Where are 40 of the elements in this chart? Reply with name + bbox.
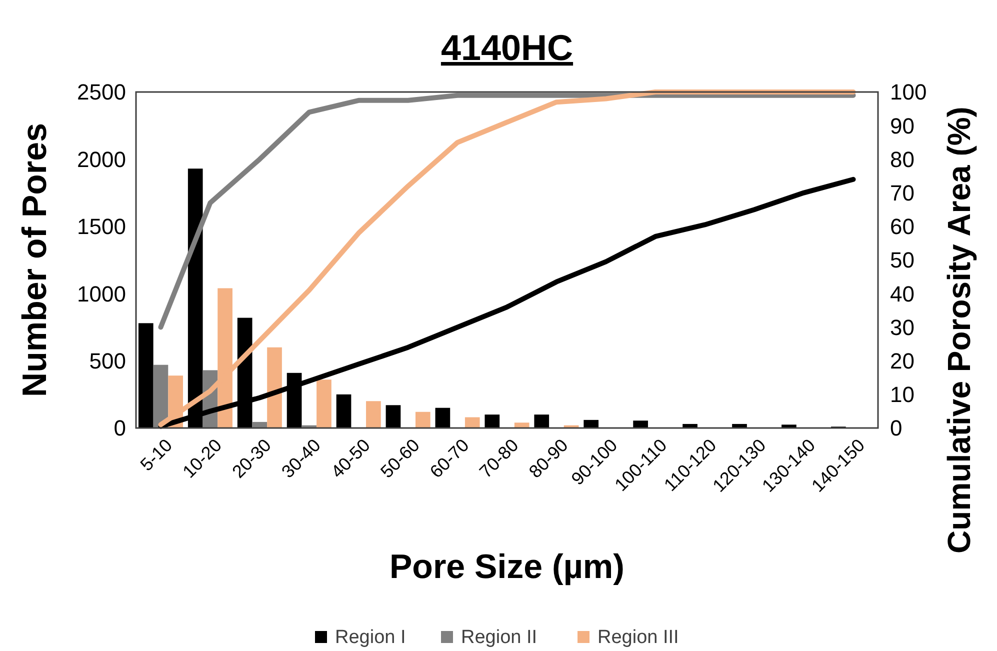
y-axis-title: Number of Pores: [16, 123, 54, 397]
bar: [366, 401, 381, 428]
y2-tick-label: 100: [890, 80, 927, 105]
y-tick-label: 500: [89, 348, 126, 374]
y2-tick-label: 50: [890, 248, 914, 273]
y2-axis-title: Cumulative Porosity Area (%): [941, 106, 977, 554]
bar: [514, 422, 530, 428]
legend-label: Region II: [461, 627, 538, 648]
y2-tick-label: 80: [890, 146, 914, 172]
bar: [138, 323, 154, 428]
bar: [484, 414, 500, 428]
y-tick-label: 2500: [77, 80, 126, 105]
y2-tick-label: 10: [890, 382, 914, 408]
bar: [336, 394, 352, 428]
legend-label: Region I: [335, 627, 406, 648]
y-tick-label: 2000: [77, 146, 126, 172]
y2-tick-label: 90: [890, 113, 914, 138]
bar: [316, 380, 332, 428]
legend-label: Region III: [598, 627, 679, 648]
chart-title: 4140HC: [440, 27, 574, 68]
bar: [267, 347, 282, 428]
y2-tick-label: 70: [890, 180, 914, 206]
bar: [252, 422, 268, 428]
bar: [633, 420, 648, 428]
bar: [534, 414, 550, 428]
y2-tick-label: 30: [890, 314, 914, 340]
y-tick-label: 1500: [77, 214, 126, 240]
bar: [435, 408, 450, 428]
y2-tick-label: 60: [890, 214, 914, 240]
y2-tick-label: 20: [890, 348, 914, 374]
x-axis-title: Pore Size (µm): [390, 548, 624, 586]
y2-tick-label: 0: [890, 416, 902, 441]
y2-tick-label: 40: [890, 281, 914, 306]
y-tick-label: 1000: [77, 281, 126, 306]
bar: [464, 417, 480, 428]
bar: [415, 412, 430, 428]
bar: [782, 424, 796, 428]
bar: [386, 405, 401, 428]
bar: [584, 420, 599, 428]
y-tick-label: 0: [114, 416, 126, 441]
